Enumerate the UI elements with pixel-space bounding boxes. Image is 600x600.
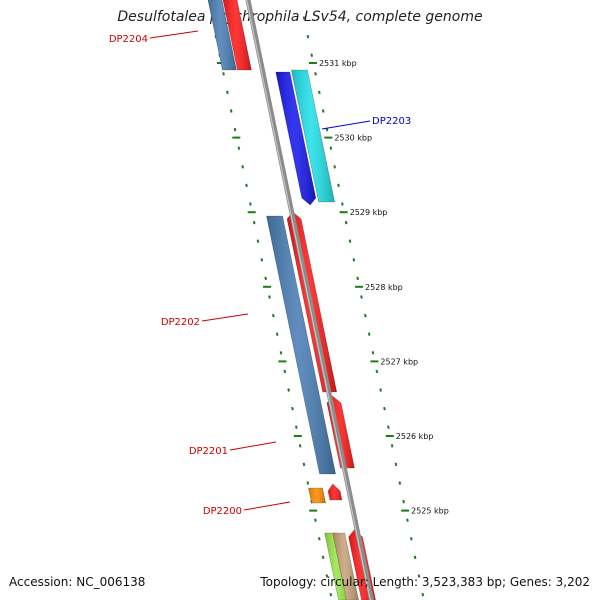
minor-tick (329, 592, 333, 597)
minor-tick (352, 258, 356, 262)
minor-tick (283, 369, 287, 374)
minor-tick (341, 202, 344, 206)
minor-tick (371, 351, 375, 355)
minor-tick (348, 239, 352, 243)
gene-label-dp2200[interactable]: DP2200 (203, 506, 242, 517)
minor-tick (222, 72, 225, 76)
gene-label-leader (229, 441, 277, 451)
minor-tick (272, 313, 275, 318)
minor-tick (260, 258, 264, 262)
minor-tick (310, 53, 314, 57)
minor-tick (233, 127, 237, 132)
minor-tick (379, 388, 382, 392)
tick-label: 2527 kbp (380, 357, 418, 366)
DP2204-cds-shading (223, 0, 252, 70)
minor-tick (249, 202, 252, 206)
minor-tick (421, 592, 425, 597)
tick-label: 2526 kbp (396, 432, 434, 441)
minor-tick (367, 332, 371, 336)
DP2200-cds-shading (328, 484, 342, 500)
minor-tick (364, 313, 367, 318)
minor-tick (325, 574, 329, 578)
minor-tick (245, 183, 248, 188)
minor-tick (291, 406, 294, 411)
minor-tick (298, 444, 302, 448)
minor-tick (302, 462, 306, 467)
minor-tick (360, 295, 363, 299)
minor-tick (394, 462, 398, 467)
genome-backbone (245, 0, 375, 600)
minor-tick (375, 369, 379, 374)
minor-tick (402, 499, 405, 504)
gene-label-leader (243, 501, 291, 511)
tick-label: 2530 kbp (334, 134, 372, 143)
minor-tick (241, 165, 245, 169)
minor-tick (252, 220, 256, 225)
minor-tick (406, 518, 409, 522)
minor-tick (264, 276, 267, 281)
minor-tick (314, 72, 317, 76)
minor-tick (268, 295, 271, 299)
minor-tick (226, 90, 229, 95)
DP2202-blast-hit-shading (266, 216, 336, 474)
gene-label-leader (321, 120, 371, 130)
gene-label-dp2204[interactable]: DP2204 (109, 34, 148, 45)
minor-tick (317, 537, 321, 541)
gene-label-leader (201, 313, 249, 322)
minor-tick (398, 481, 402, 485)
accession-text: Accession: NC_006138 (9, 575, 146, 589)
minor-tick (256, 239, 260, 243)
minor-tick (329, 146, 333, 150)
minor-tick (386, 425, 390, 429)
tick-label: 2528 kbp (365, 283, 403, 292)
minor-tick (337, 183, 340, 188)
DP2203-blast-hit-shading (291, 70, 335, 202)
tick-label: 2529 kbp (350, 208, 388, 217)
gene-label-dp2203[interactable]: DP2203 (372, 116, 411, 127)
minor-tick (344, 220, 348, 225)
minor-tick (409, 537, 413, 541)
minor-tick (321, 555, 325, 560)
gene-label-leader (149, 30, 199, 39)
tick-label: 2525 kbp (411, 507, 449, 516)
gene-label-dp2202[interactable]: DP2202 (161, 317, 200, 328)
minor-tick (237, 146, 241, 150)
backbone-highlight (246, 0, 371, 600)
minor-tick (306, 34, 310, 39)
minor-tick (302, 16, 306, 20)
minor-tick (306, 481, 310, 485)
DP2203-cds-shading (275, 72, 316, 205)
genome-summary-text: Topology: circular; Length: 3,523,383 bp… (260, 575, 590, 589)
gene-label-dp2201[interactable]: DP2201 (189, 446, 228, 457)
minor-tick (383, 406, 386, 411)
tick-label: 2531 kbp (319, 59, 357, 68)
minor-tick (229, 109, 233, 113)
DP2200-blast-hit-shading (308, 488, 326, 503)
DP2204-blast-hit-shading (208, 0, 237, 70)
minor-tick (321, 109, 325, 113)
minor-tick (413, 555, 417, 560)
minor-tick (318, 90, 321, 95)
next-blast-hit-tan-shading (332, 533, 359, 600)
minor-tick (390, 444, 394, 448)
minor-tick (314, 518, 317, 522)
minor-tick (356, 276, 359, 281)
minor-tick (275, 332, 279, 336)
minor-tick (333, 165, 337, 169)
minor-tick (417, 574, 421, 578)
map-title: Desulfotalea psychrophila LSv54, complet… (117, 9, 483, 25)
minor-tick (279, 351, 283, 355)
minor-tick (287, 388, 290, 392)
minor-tick (294, 425, 298, 429)
